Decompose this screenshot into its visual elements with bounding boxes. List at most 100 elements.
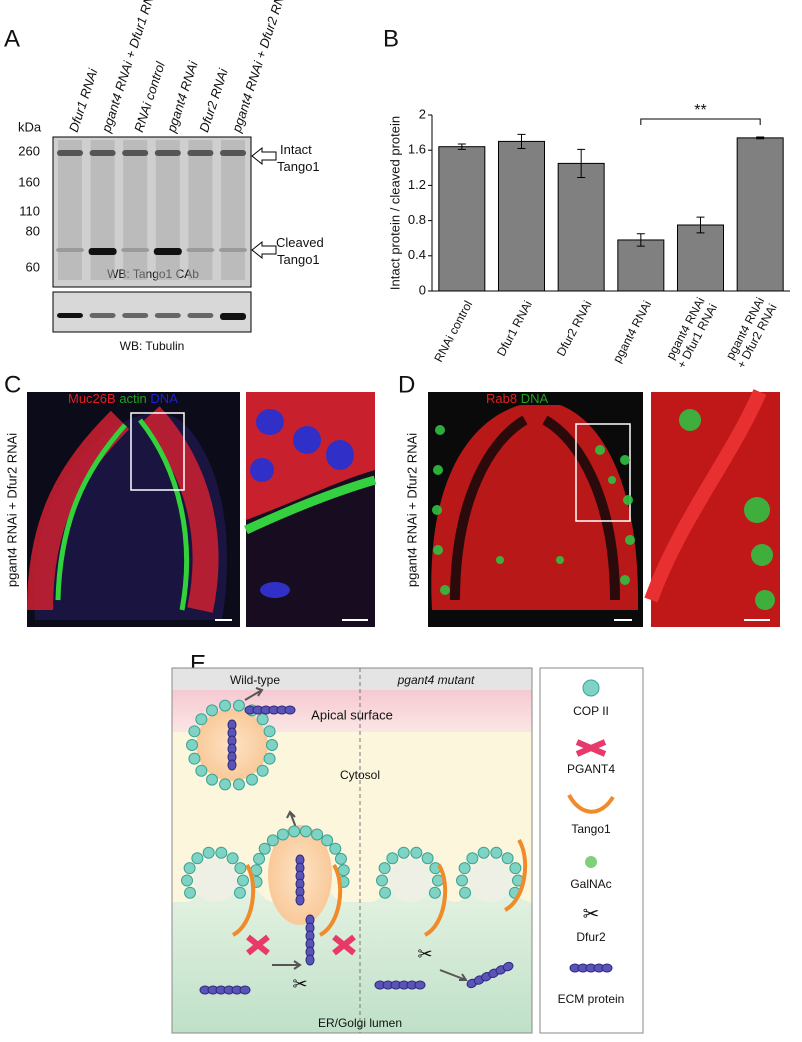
copii bbox=[266, 834, 279, 847]
frame bbox=[171, 667, 533, 1034]
pgant4 bbox=[246, 934, 270, 956]
copii bbox=[232, 699, 245, 712]
scissors: ✂ bbox=[292, 974, 307, 994]
copii bbox=[263, 725, 276, 738]
x-tick-label: pgant4 RNAi bbox=[610, 298, 654, 365]
band bbox=[220, 150, 246, 156]
ecm-unit bbox=[239, 985, 251, 995]
significance-label: ** bbox=[694, 102, 706, 119]
ecm-unit bbox=[414, 980, 426, 990]
copii bbox=[311, 828, 324, 841]
condition: Wild-type bbox=[230, 673, 280, 687]
text: DNA bbox=[521, 391, 549, 406]
panel-label: D bbox=[398, 371, 415, 398]
text: Rab8 bbox=[486, 391, 517, 406]
lane-smear bbox=[188, 140, 213, 280]
band bbox=[121, 248, 150, 252]
kda-marker: 80 bbox=[26, 223, 40, 238]
region: Cytosol bbox=[340, 768, 380, 782]
side-label: pgant4 RNAi + Dfur2 RNAi bbox=[404, 433, 419, 587]
kda-marker: 260 bbox=[18, 143, 40, 158]
tissue bbox=[140, 406, 219, 613]
blot-membrane bbox=[52, 291, 252, 333]
x-tick-label: RNAi control bbox=[431, 298, 475, 364]
copii bbox=[219, 699, 232, 712]
y-tick-label: 1.2 bbox=[408, 177, 426, 192]
panel-label: C bbox=[4, 371, 21, 398]
kda-marker: 160 bbox=[18, 174, 40, 189]
copii bbox=[329, 842, 342, 855]
arrow bbox=[251, 146, 277, 166]
band bbox=[57, 313, 83, 318]
text: actin bbox=[119, 391, 146, 406]
stain-legend: Rab8 DNA bbox=[486, 391, 548, 406]
text: Cleaved bbox=[276, 235, 324, 250]
text: Intact bbox=[280, 142, 312, 157]
lane-label: RNAi control bbox=[131, 59, 168, 134]
band bbox=[219, 248, 247, 252]
ecm bbox=[466, 961, 514, 989]
x-tick-label: Dfur1 RNAi bbox=[494, 298, 535, 358]
lane-smear bbox=[58, 140, 82, 280]
band bbox=[88, 248, 117, 255]
tissue bbox=[450, 415, 620, 601]
y-tick-label: 2 bbox=[419, 106, 426, 121]
blot-caption: WB: Tango1 CAb bbox=[107, 267, 199, 281]
lane-label: Dfur2 RNAi bbox=[196, 66, 231, 134]
band bbox=[154, 313, 181, 318]
bar bbox=[736, 137, 784, 292]
blot-membrane bbox=[52, 136, 252, 288]
legend-frame bbox=[539, 667, 644, 1034]
ecm-unit bbox=[295, 894, 305, 906]
copii bbox=[226, 852, 239, 865]
y-axis-label: Intact protein / cleaved protein bbox=[387, 116, 402, 290]
ecm bbox=[374, 980, 426, 990]
copii bbox=[428, 886, 441, 899]
copii bbox=[321, 834, 334, 847]
text: Tango1 bbox=[277, 159, 320, 174]
legend-icon bbox=[585, 856, 597, 868]
copii bbox=[215, 846, 228, 859]
copii bbox=[195, 713, 208, 726]
significance-bracket bbox=[640, 118, 761, 125]
legend-label: Dfur2 bbox=[576, 930, 606, 944]
ecm-unit bbox=[284, 705, 296, 715]
inset-box bbox=[130, 412, 185, 491]
kda-marker: 60 bbox=[26, 259, 40, 274]
kda-label: kDa bbox=[18, 119, 42, 134]
condition: pgant4 mutant bbox=[397, 673, 475, 687]
inset-box bbox=[575, 423, 631, 522]
copii bbox=[256, 764, 269, 777]
arrow bbox=[251, 240, 277, 260]
copii bbox=[183, 862, 196, 875]
copii bbox=[477, 846, 490, 859]
copii bbox=[276, 828, 289, 841]
band bbox=[187, 313, 214, 318]
copii bbox=[386, 852, 399, 865]
ecm bbox=[295, 854, 305, 906]
copii bbox=[219, 778, 232, 791]
micrograph: Muc26B actin DNA pgant4 RNAi + Dfur2 RNA… bbox=[4, 389, 780, 627]
text: Tango1 bbox=[277, 252, 320, 267]
arrow bbox=[439, 969, 468, 981]
lane-smear bbox=[123, 140, 148, 280]
y-tick-label: 1.6 bbox=[408, 142, 426, 157]
y-tick-label: 0.8 bbox=[408, 212, 426, 227]
bud bbox=[193, 858, 237, 902]
copii bbox=[206, 773, 218, 786]
legend-icon bbox=[575, 739, 607, 757]
copii bbox=[379, 886, 392, 899]
copii bbox=[378, 862, 391, 875]
stain-legend: Muc26B actin DNA bbox=[68, 391, 178, 406]
copii bbox=[188, 752, 201, 765]
legend-label: PGANT4 bbox=[567, 762, 615, 776]
tissue bbox=[138, 418, 189, 611]
copii bbox=[263, 752, 276, 765]
copii bbox=[232, 778, 245, 791]
panel-label: A bbox=[4, 25, 20, 52]
band bbox=[187, 150, 214, 156]
copii bbox=[334, 852, 347, 865]
error-bar bbox=[636, 233, 645, 247]
lane-label: Dfur1 RNAi bbox=[66, 66, 101, 134]
